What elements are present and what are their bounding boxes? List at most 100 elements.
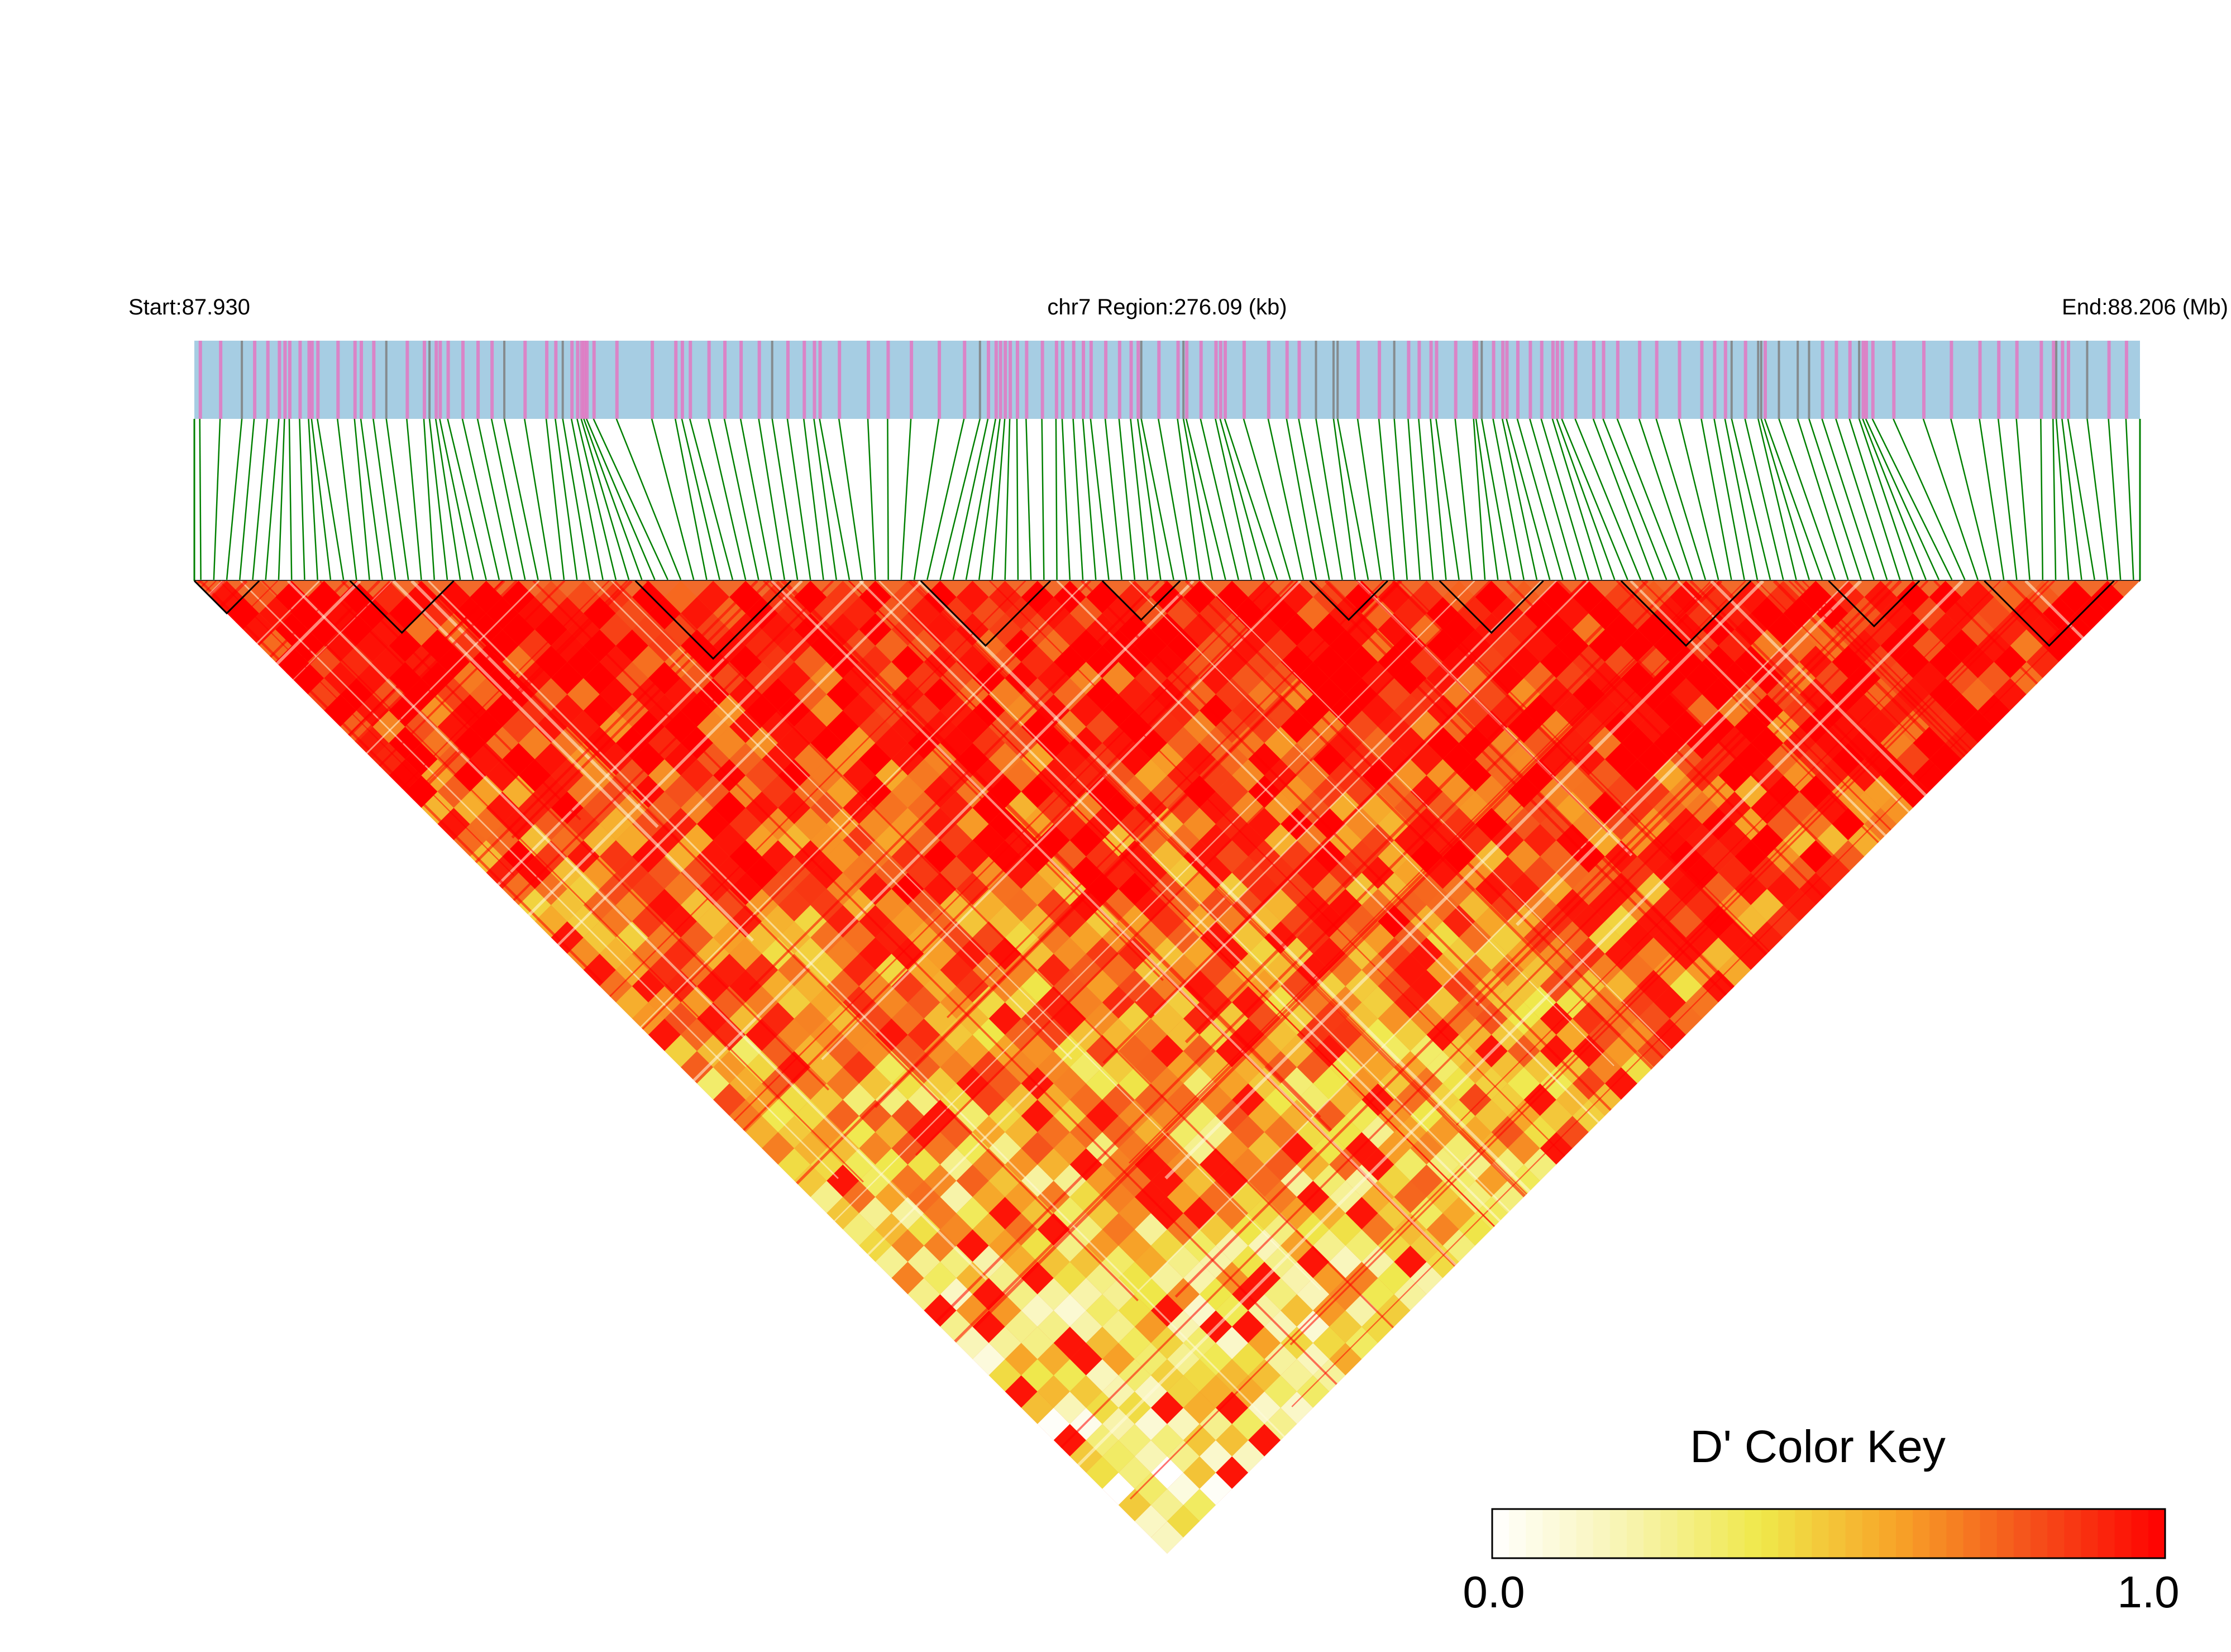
- ld-cell: [956, 1034, 989, 1067]
- ld-cell: [2075, 597, 2108, 630]
- snp-connector: [1393, 418, 1408, 580]
- ld-cell: [632, 678, 665, 711]
- snp-marker: [422, 341, 426, 419]
- ld-cell: [1216, 1456, 1249, 1489]
- snp-marker: [1700, 341, 1704, 419]
- ld-cell: [1053, 1359, 1086, 1392]
- ld-cell: [1751, 889, 1784, 922]
- snp-marker: [580, 341, 584, 419]
- ld-cell: [1442, 646, 1475, 679]
- snp-connector: [1104, 418, 1122, 580]
- ld-cell: [1426, 856, 1459, 889]
- snp-marker: [1378, 341, 1382, 419]
- color-key-step: [2131, 1509, 2149, 1558]
- color-key-step: [1526, 1509, 1544, 1558]
- ld-cell: [211, 581, 243, 614]
- ld-cell: [827, 1164, 859, 1197]
- ld-cell: [1281, 1067, 1313, 1100]
- snp-marker: [978, 341, 981, 419]
- ld-cell: [1069, 856, 1102, 889]
- ld-cell: [1621, 953, 1654, 986]
- ld-cell: [1053, 1424, 1086, 1457]
- ld-cell: [567, 710, 600, 743]
- ld-cell: [1281, 1164, 1313, 1197]
- ld-cell: [956, 1229, 989, 1262]
- ld-cell: [1783, 824, 1816, 857]
- ld-cell: [729, 937, 762, 970]
- ld-stripe: [1129, 581, 1614, 1067]
- ld-cell: [534, 710, 567, 743]
- ld-cell: [567, 775, 600, 808]
- ld-cell: [1816, 824, 1848, 857]
- region-end-label: End:88.206 (Mb): [2062, 295, 2228, 319]
- ld-cell: [502, 808, 535, 841]
- ld-cell: [1216, 1424, 1249, 1457]
- ld-cell: [372, 646, 405, 679]
- ld-cell: [1459, 856, 1492, 889]
- ld-cell: [1945, 727, 1978, 760]
- ld-cell: [1216, 710, 1249, 743]
- ld-cell: [988, 1326, 1021, 1359]
- region-center-label: chr7 Region:276.09 (kb): [1047, 295, 1287, 319]
- ld-cell: [243, 581, 276, 614]
- ld-cell: [1248, 613, 1281, 646]
- ld-cell: [648, 791, 681, 824]
- ld-cell: [1281, 808, 1313, 841]
- ld-cell: [956, 1132, 989, 1165]
- ld-cell: [1361, 1310, 1394, 1343]
- ld-cell: [1313, 872, 1346, 905]
- ld-stripe: [1130, 581, 2050, 1500]
- ld-cell: [356, 727, 389, 760]
- ld-cell: [1799, 581, 1832, 614]
- snp-marker: [438, 341, 442, 419]
- ld-cell: [1426, 1181, 1459, 1214]
- ld-cell: [778, 824, 811, 857]
- ld-cell: [1264, 889, 1297, 922]
- ld-cell: [1718, 629, 1751, 662]
- snp-marker: [1505, 341, 1509, 419]
- ld-cell: [843, 1213, 876, 1246]
- snp-connector: [1835, 418, 1888, 580]
- ld-cell: [599, 905, 632, 938]
- ld-cell: [1378, 581, 1411, 614]
- ld-cell: [1864, 808, 1897, 841]
- ld-cell: [308, 613, 341, 646]
- color-key-step: [1828, 1509, 1846, 1558]
- color-key-step: [1593, 1509, 1611, 1558]
- ld-cell: [859, 1067, 892, 1100]
- ld-stripe: [821, 581, 1301, 1061]
- snp-marker: [476, 341, 480, 419]
- ld-cell: [632, 743, 665, 776]
- ld-cell: [1896, 581, 1929, 614]
- ld-cell: [1037, 953, 1070, 986]
- ld-cell: [827, 970, 859, 1002]
- ld-cell: [1102, 759, 1135, 792]
- ld-cell: [1783, 759, 1816, 792]
- color-key-step: [2047, 1509, 2065, 1558]
- ld-cell: [1361, 759, 1394, 792]
- ld-cell: [648, 856, 681, 889]
- ld-cell: [859, 1034, 892, 1067]
- ld-stripe: [913, 581, 1578, 1245]
- snp-connector-lines: [193, 418, 2141, 582]
- ld-cell: [1604, 1034, 1637, 1067]
- snp-connector: [708, 418, 747, 580]
- snp-connector: [1492, 418, 1525, 580]
- ld-cell: [924, 1034, 957, 1067]
- ld-cell: [1167, 662, 1200, 695]
- ld-cell: [1053, 1391, 1086, 1424]
- ld-cell: [1670, 1002, 1703, 1035]
- ld-cell: [502, 581, 535, 614]
- ld-cell: [778, 1018, 811, 1051]
- ld-cell: [599, 937, 632, 970]
- ld-cell: [875, 953, 908, 986]
- ld-stripe: [261, 581, 864, 1183]
- ld-cell: [1670, 613, 1703, 646]
- ld-cell: [713, 856, 746, 889]
- ld-cell: [778, 986, 811, 1019]
- ld-cell: [1264, 1018, 1297, 1051]
- snp-marker: [2061, 341, 2065, 419]
- ld-cell: [1507, 613, 1540, 646]
- ld-cell: [1281, 581, 1313, 614]
- snp-marker: [353, 341, 357, 419]
